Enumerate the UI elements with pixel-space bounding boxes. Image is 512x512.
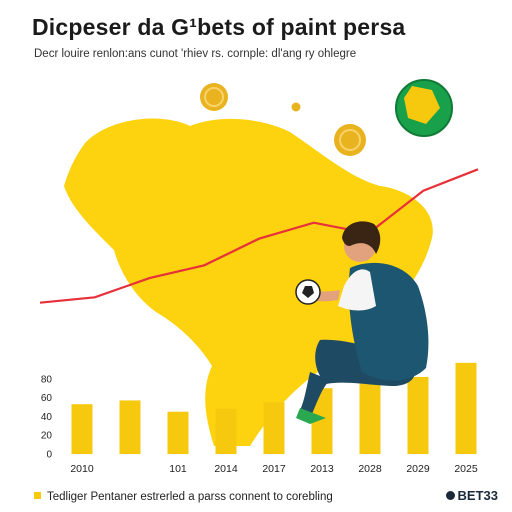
x-tick-label: 2010	[70, 463, 94, 475]
y-tick-label: 40	[41, 412, 53, 423]
coin-icon	[200, 83, 228, 111]
soccer-ball-icon	[395, 79, 453, 137]
bar-2020	[359, 380, 381, 454]
x-tick-label: 2029	[406, 463, 430, 475]
x-tick-label: 101	[169, 463, 187, 475]
y-tick-label: 80	[41, 374, 53, 385]
x-axis: 2010 101 2014 2017 2013 2028 2029 2025	[70, 463, 478, 475]
bar-2015	[215, 408, 237, 454]
x-tick-label: 2014	[214, 463, 238, 475]
brand-label: BET33	[457, 488, 498, 503]
coin-icon	[291, 102, 301, 112]
legend: Tedliger Pentaner estrerled a parss conn…	[34, 491, 333, 503]
bar-2023	[407, 376, 429, 454]
brand-icon	[445, 491, 455, 500]
legend-swatch	[34, 492, 41, 499]
legend-text: Tedliger Pentaner estrerled a parss conn…	[47, 491, 333, 503]
bar-2019	[311, 388, 333, 454]
x-tick-label: 2025	[454, 463, 478, 475]
brand-logo: BET33	[445, 488, 498, 503]
map-silhouette	[64, 118, 433, 446]
bar-2010	[71, 404, 93, 454]
coin-icon	[334, 124, 366, 156]
x-tick-label: 2013	[310, 463, 334, 475]
x-tick-label: 2017	[262, 463, 286, 475]
bar-2012	[119, 400, 141, 454]
chart-title: Dicpeser da G¹bets of paint persa	[32, 14, 406, 40]
y-tick-label: 20	[41, 431, 53, 442]
x-tick-label: 2028	[358, 463, 382, 475]
y-tick-label: 60	[41, 393, 53, 404]
y-tick-label: 0	[46, 450, 52, 461]
bar-2025	[455, 362, 477, 454]
soccer-ball-icon	[295, 279, 321, 305]
bar-2017	[263, 402, 285, 454]
trend-line	[39, 168, 479, 304]
y-axis: 0 20 40 60 80	[41, 374, 53, 460]
chart-subtitle: Decr louire renlon:ans cunot 'rhiev rs. …	[34, 48, 357, 60]
bar-2014	[167, 411, 189, 454]
person-illustration	[296, 221, 429, 424]
bars-group	[71, 362, 477, 454]
